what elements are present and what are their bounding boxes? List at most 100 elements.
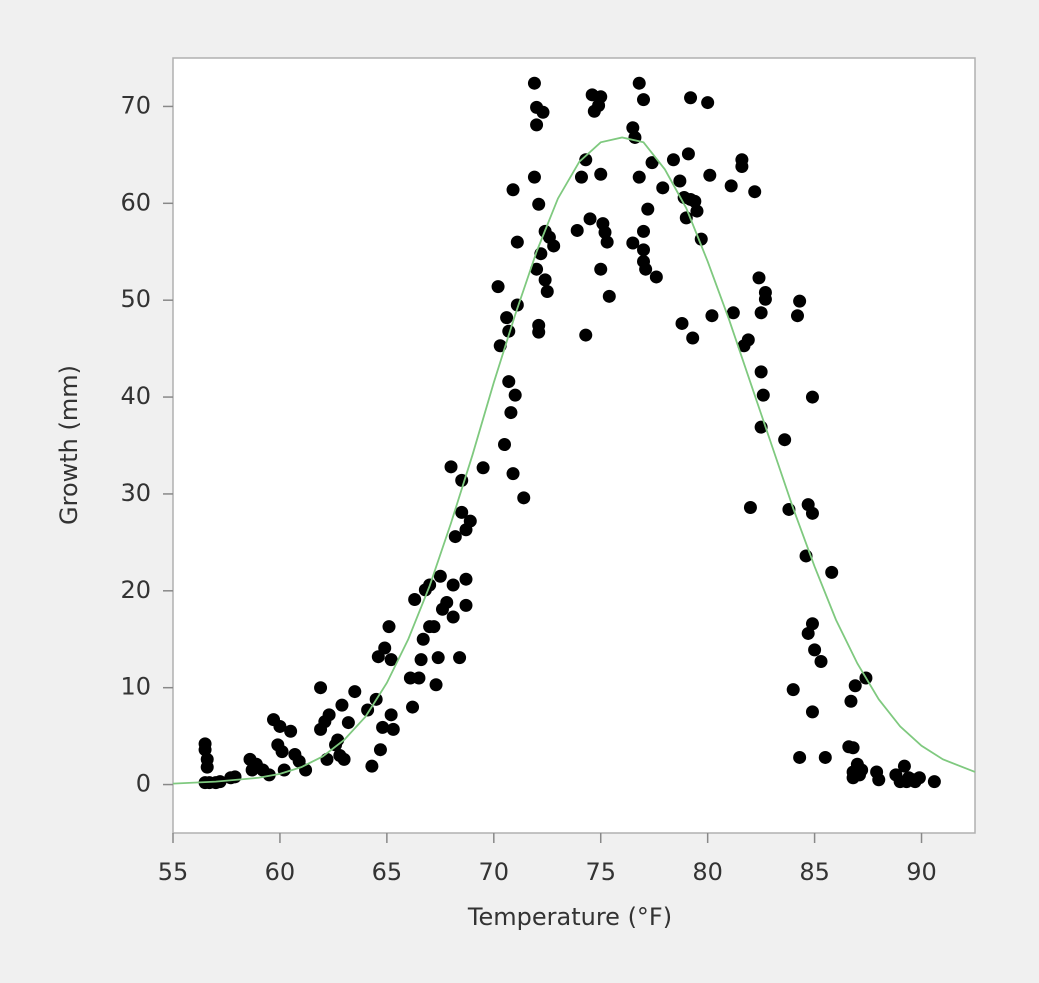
- point: [579, 328, 593, 342]
- point: [912, 771, 926, 785]
- point: [649, 270, 663, 284]
- point: [273, 719, 287, 733]
- point: [848, 679, 862, 693]
- point: [703, 168, 717, 182]
- point: [275, 745, 289, 759]
- point: [579, 153, 593, 167]
- point: [376, 720, 390, 734]
- y-tick-label: 0: [136, 770, 151, 798]
- point: [455, 505, 469, 519]
- x-tick-label: 80: [692, 858, 723, 886]
- point: [927, 775, 941, 789]
- point: [637, 224, 651, 238]
- point: [594, 167, 608, 181]
- point: [637, 243, 651, 257]
- y-tick-label: 30: [120, 479, 151, 507]
- point: [602, 289, 616, 303]
- point: [726, 306, 740, 320]
- point: [200, 760, 214, 774]
- point: [844, 694, 858, 708]
- point: [805, 390, 819, 404]
- point: [446, 578, 460, 592]
- point: [337, 752, 351, 766]
- point: [262, 768, 276, 782]
- point: [446, 610, 460, 624]
- point: [408, 593, 422, 607]
- point: [825, 565, 839, 579]
- point: [365, 759, 379, 773]
- y-tick-label: 60: [120, 188, 151, 216]
- point: [758, 292, 772, 306]
- point: [497, 438, 511, 452]
- point: [341, 716, 355, 730]
- point: [502, 375, 516, 389]
- x-tick-label: 55: [158, 858, 189, 886]
- point: [814, 655, 828, 669]
- point: [532, 197, 546, 211]
- point: [382, 620, 396, 634]
- x-tick-label: 85: [799, 858, 830, 886]
- point: [675, 316, 689, 330]
- point: [348, 685, 362, 699]
- point: [872, 773, 886, 787]
- plot-area: [172, 57, 976, 834]
- point: [666, 153, 680, 167]
- point: [688, 194, 702, 208]
- point: [594, 262, 608, 276]
- point: [637, 93, 651, 107]
- point: [805, 617, 819, 631]
- point: [639, 262, 653, 276]
- point: [384, 653, 398, 667]
- point: [778, 433, 792, 447]
- point: [786, 683, 800, 697]
- point: [320, 752, 334, 766]
- point: [504, 406, 518, 420]
- point: [530, 118, 544, 132]
- y-tick-label: 40: [120, 382, 151, 410]
- point: [656, 181, 670, 195]
- point: [690, 204, 704, 218]
- point: [724, 179, 738, 193]
- point: [228, 770, 242, 784]
- point: [805, 705, 819, 719]
- point: [540, 284, 554, 298]
- point: [453, 651, 467, 665]
- point: [547, 239, 561, 253]
- point: [793, 750, 807, 764]
- x-tick-label: 90: [906, 858, 937, 886]
- point: [440, 595, 454, 609]
- point: [793, 294, 807, 308]
- point: [741, 333, 755, 347]
- point: [517, 491, 531, 505]
- point: [284, 724, 298, 738]
- point: [752, 271, 766, 285]
- point: [818, 750, 832, 764]
- point: [594, 90, 608, 104]
- point: [386, 722, 400, 736]
- point: [748, 185, 762, 199]
- y-tick-label: 20: [120, 576, 151, 604]
- x-tick-label: 75: [585, 858, 616, 886]
- point: [459, 598, 473, 612]
- point: [632, 170, 646, 184]
- point: [641, 202, 655, 216]
- point: [645, 156, 659, 170]
- point: [506, 467, 520, 481]
- point: [527, 170, 541, 184]
- point: [322, 708, 336, 722]
- point: [897, 759, 911, 773]
- point: [431, 651, 445, 665]
- point: [427, 620, 441, 634]
- point: [743, 501, 757, 514]
- point: [846, 741, 860, 755]
- point: [198, 743, 212, 757]
- point: [463, 514, 477, 528]
- point: [510, 235, 524, 249]
- point: [378, 641, 392, 655]
- point: [527, 76, 541, 90]
- y-axis-label: Growth (mm): [55, 365, 83, 525]
- y-tick-label: 10: [120, 673, 151, 701]
- x-tick-label: 60: [265, 858, 296, 886]
- point: [433, 569, 447, 583]
- point: [570, 223, 584, 237]
